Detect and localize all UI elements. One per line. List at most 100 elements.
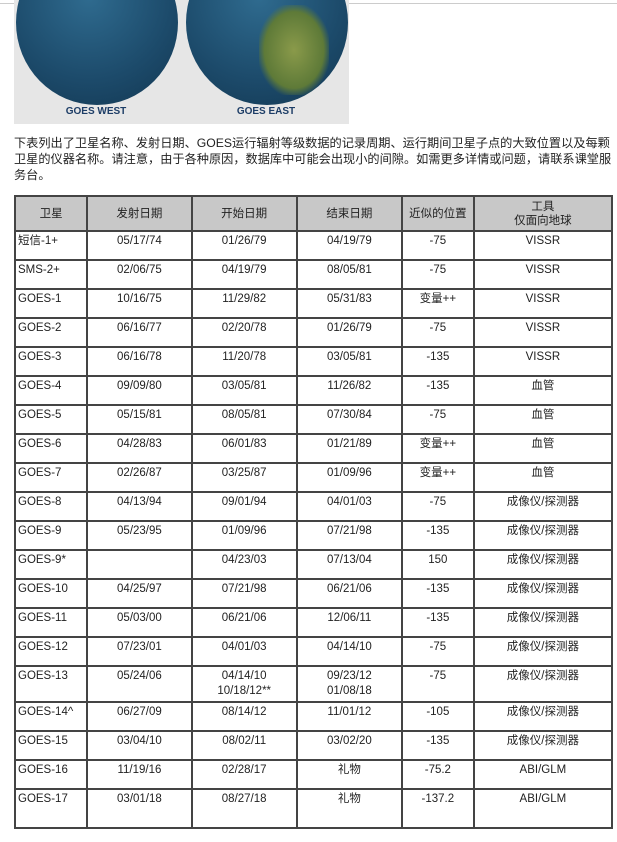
table-cell: 血管 (472, 462, 614, 493)
table-cell: -105 (400, 701, 475, 732)
table-cell: 成像仪/探测器 (472, 520, 614, 551)
table-cell: 09/23/12 01/08/18 (295, 665, 403, 703)
table-cell: 礼物 (295, 788, 403, 829)
table-row: GOES-15 03/04/10 08/02/11 03/02/20 -135 成像仪/探… (13, 730, 614, 761)
table-cell: 11/26/82 (295, 375, 403, 406)
column-header: 开始日期 (190, 195, 298, 232)
table-row: GOES-12 07/23/01 04/01/03 04/14/10 -75 成像仪/探测… (13, 636, 614, 667)
table-cell: -75 (400, 636, 475, 667)
table-cell: ABI/GLM (472, 759, 614, 790)
table-cell: 短信-1+ (13, 230, 89, 261)
table-cell: 06/21/06 (190, 607, 298, 638)
table-cell: 成像仪/探测器 (472, 665, 614, 703)
table-row: GOES-6 04/28/83 06/01/83 01/21/89 变量++ 血管 (13, 433, 614, 464)
table-cell: 06/16/77 (86, 317, 193, 348)
table-cell: 05/15/81 (86, 404, 193, 435)
table-cell: 05/17/74 (86, 230, 193, 261)
table-row: GOES-9* 04/23/03 07/13/04 150 成像仪/探测器 (13, 549, 614, 580)
table-cell: GOES-8 (13, 491, 89, 522)
table-cell: 05/03/00 (86, 607, 193, 638)
table-cell: -135 (400, 607, 475, 638)
table-cell: GOES-1 (13, 288, 89, 319)
header-label: 发射日期 (116, 207, 163, 220)
table-cell: VISSR (472, 230, 614, 261)
table-cell: -135 (400, 730, 475, 761)
table-cell: 03/05/81 (190, 375, 298, 406)
header-label: 卫星 (39, 207, 63, 220)
table-cell: 变量++ (400, 433, 475, 464)
table-cell: 06/27/09 (86, 701, 193, 732)
goes-west-globe (14, 0, 178, 105)
column-header: 发射日期 (86, 195, 193, 232)
table-cell: -75 (400, 404, 475, 435)
table-cell: 成像仪/探测器 (472, 636, 614, 667)
table-cell: 04/14/10 (295, 636, 403, 667)
table-cell: 04/28/83 (86, 433, 193, 464)
table-cell: 01/26/79 (190, 230, 298, 261)
table-row: 短信-1+ 05/17/74 01/26/79 04/19/79 -75 VISSR (13, 230, 614, 261)
table-cell: 02/06/75 (86, 259, 193, 290)
table-cell: GOES-12 (13, 636, 89, 667)
table-cell: 01/09/96 (295, 462, 403, 493)
table-cell: 03/04/10 (86, 730, 193, 761)
table-cell: 08/05/81 (295, 259, 403, 290)
table-row: GOES-13 05/24/06 04/14/10 10/18/12** 09/23/… (13, 665, 614, 703)
table-cell: 11/20/78 (190, 346, 298, 377)
table-cell: 07/21/98 (190, 578, 298, 609)
table-cell: 08/14/12 (190, 701, 298, 732)
table-cell: 05/23/95 (86, 520, 193, 551)
table-cell: 07/23/01 (86, 636, 193, 667)
table-cell: GOES-17 (13, 788, 89, 829)
table-cell: -135 (400, 375, 475, 406)
table-cell: 04/01/03 (295, 491, 403, 522)
table-cell: 12/06/11 (295, 607, 403, 638)
table-cell: 04/23/03 (190, 549, 298, 580)
table-cell: GOES-16 (13, 759, 89, 790)
table-cell: VISSR (472, 317, 614, 348)
table-cell: 变量++ (400, 288, 475, 319)
table-cell: 11/19/16 (86, 759, 193, 790)
table-cell: 04/13/94 (86, 491, 193, 522)
table-cell: 04/01/03 (190, 636, 298, 667)
table-cell: 变量++ (400, 462, 475, 493)
table-cell: GOES-5 (13, 404, 89, 435)
table-cell: 09/09/80 (86, 375, 193, 406)
table-cell: -75.2 (400, 759, 475, 790)
table-cell: 03/01/18 (86, 788, 193, 829)
goes-east-label: GOES EAST (236, 106, 296, 117)
table-cell: -75 (400, 665, 475, 703)
header-label: 结束日期 (326, 207, 373, 220)
table-cell: 血管 (472, 404, 614, 435)
table-row: GOES-3 06/16/78 11/20/78 03/05/81 -135 VISSR (13, 346, 614, 377)
table-cell: ABI/GLM (472, 788, 614, 829)
table-cell: SMS-2+ (13, 259, 89, 290)
table-cell: 03/05/81 (295, 346, 403, 377)
table-cell: GOES-10 (13, 578, 89, 609)
column-header: 结束日期 (295, 195, 403, 232)
table-cell: -137.2 (400, 788, 475, 829)
table-row: GOES-8 04/13/94 09/01/94 04/01/03 -75 成像仪/探测器 (13, 491, 614, 522)
table-cell: GOES-9* (13, 549, 89, 580)
table-cell: 06/16/78 (86, 346, 193, 377)
table-cell: 03/25/87 (190, 462, 298, 493)
table-cell: 08/02/11 (190, 730, 298, 761)
table-cell: 成像仪/探测器 (472, 730, 614, 761)
table-cell: 03/02/20 (295, 730, 403, 761)
table-cell: 成像仪/探测器 (472, 491, 614, 522)
table-row: GOES-7 02/26/87 03/25/87 01/09/96 变量++ 血管 (13, 462, 614, 493)
table-cell: 02/26/87 (86, 462, 193, 493)
header-label: 开始日期 (221, 207, 268, 220)
table-cell: 05/24/06 (86, 665, 193, 703)
header-label: 工具 (531, 200, 555, 213)
table-cell: -75 (400, 491, 475, 522)
table-cell: 04/19/79 (295, 230, 403, 261)
goes-east-globe (184, 0, 348, 105)
table-cell: -75 (400, 259, 475, 290)
table-cell: 04/25/97 (86, 578, 193, 609)
table-row: GOES-17 03/01/18 08/27/18 礼物 -137.2 ABI/GLM (13, 788, 614, 829)
table-cell: -75 (400, 230, 475, 261)
table-cell: 01/09/96 (190, 520, 298, 551)
table-row: GOES-5 05/15/81 08/05/81 07/30/84 -75 血管 (13, 404, 614, 435)
table-cell: 01/26/79 (295, 317, 403, 348)
table-cell (86, 549, 193, 580)
